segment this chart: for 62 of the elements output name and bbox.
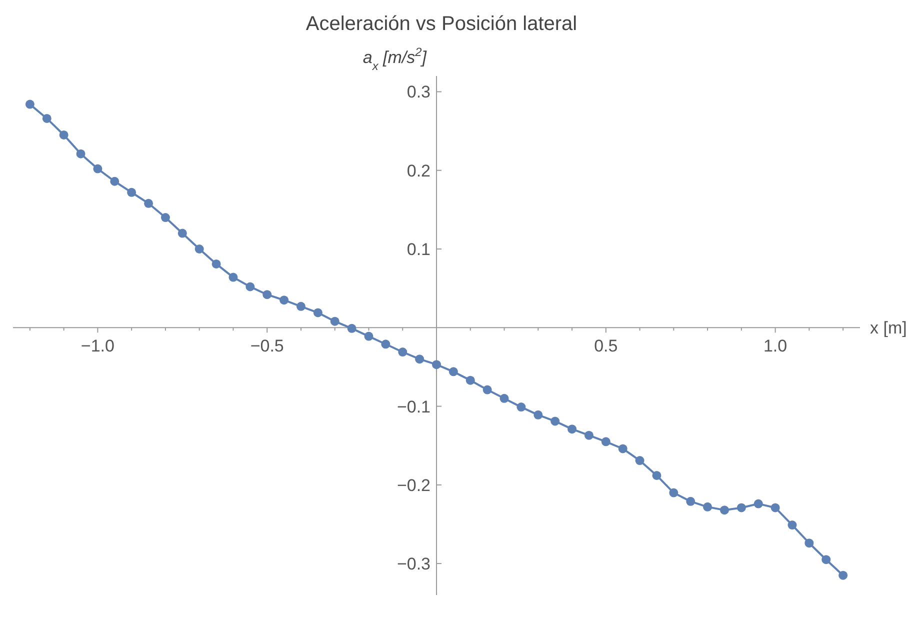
point	[432, 360, 441, 370]
point	[448, 367, 458, 376]
point	[720, 506, 729, 515]
x-tick-label: −1.0	[80, 336, 114, 356]
point	[804, 538, 814, 548]
point	[398, 348, 408, 357]
point	[736, 503, 746, 512]
point	[364, 332, 374, 341]
y-tick-label: −0.1	[396, 397, 430, 416]
point	[703, 502, 712, 512]
point	[59, 130, 68, 140]
y-tick-label: 0.1	[406, 240, 430, 259]
point	[160, 213, 170, 222]
point	[788, 520, 797, 530]
point	[110, 176, 120, 186]
point	[194, 244, 204, 254]
point	[381, 340, 390, 349]
point	[686, 496, 696, 506]
y-tick-label: 0.3	[406, 82, 430, 102]
x-tick-label: −0.5	[250, 336, 284, 356]
point	[770, 503, 780, 512]
point	[754, 499, 763, 508]
point	[280, 296, 289, 305]
x-axis-title: x [m]	[870, 318, 907, 338]
point	[838, 570, 848, 580]
y-tick-label: −0.2	[396, 476, 430, 495]
point	[568, 424, 577, 434]
point	[466, 376, 475, 385]
point	[652, 470, 662, 480]
point	[25, 100, 34, 109]
point	[347, 324, 356, 333]
point	[415, 354, 424, 364]
point	[246, 282, 255, 292]
point	[550, 416, 560, 426]
y-tick-label: 0.2	[406, 161, 430, 180]
point	[76, 149, 86, 158]
point	[178, 228, 187, 238]
point	[584, 430, 594, 440]
point	[228, 272, 238, 282]
point	[669, 488, 678, 498]
point	[500, 394, 509, 403]
point	[618, 444, 628, 454]
x-tick-label: 0.5	[594, 336, 618, 356]
point	[822, 555, 831, 564]
point	[601, 437, 610, 446]
point	[93, 164, 102, 174]
point	[313, 308, 322, 318]
y-axis-title: a$_{x}$ [m/s$^{2}$]	[362, 45, 428, 73]
point	[144, 198, 154, 208]
point	[330, 316, 340, 326]
point	[127, 188, 136, 197]
point	[516, 402, 526, 412]
point	[262, 290, 272, 300]
point	[296, 302, 306, 311]
point	[482, 385, 492, 394]
point	[534, 410, 543, 420]
point	[42, 114, 52, 123]
chart-title: Aceleración vs Posición lateral	[306, 13, 578, 35]
point	[635, 456, 644, 466]
y-tick-label: −0.3	[396, 554, 430, 574]
x-tick-label: 1.0	[763, 336, 788, 356]
point	[212, 259, 221, 268]
